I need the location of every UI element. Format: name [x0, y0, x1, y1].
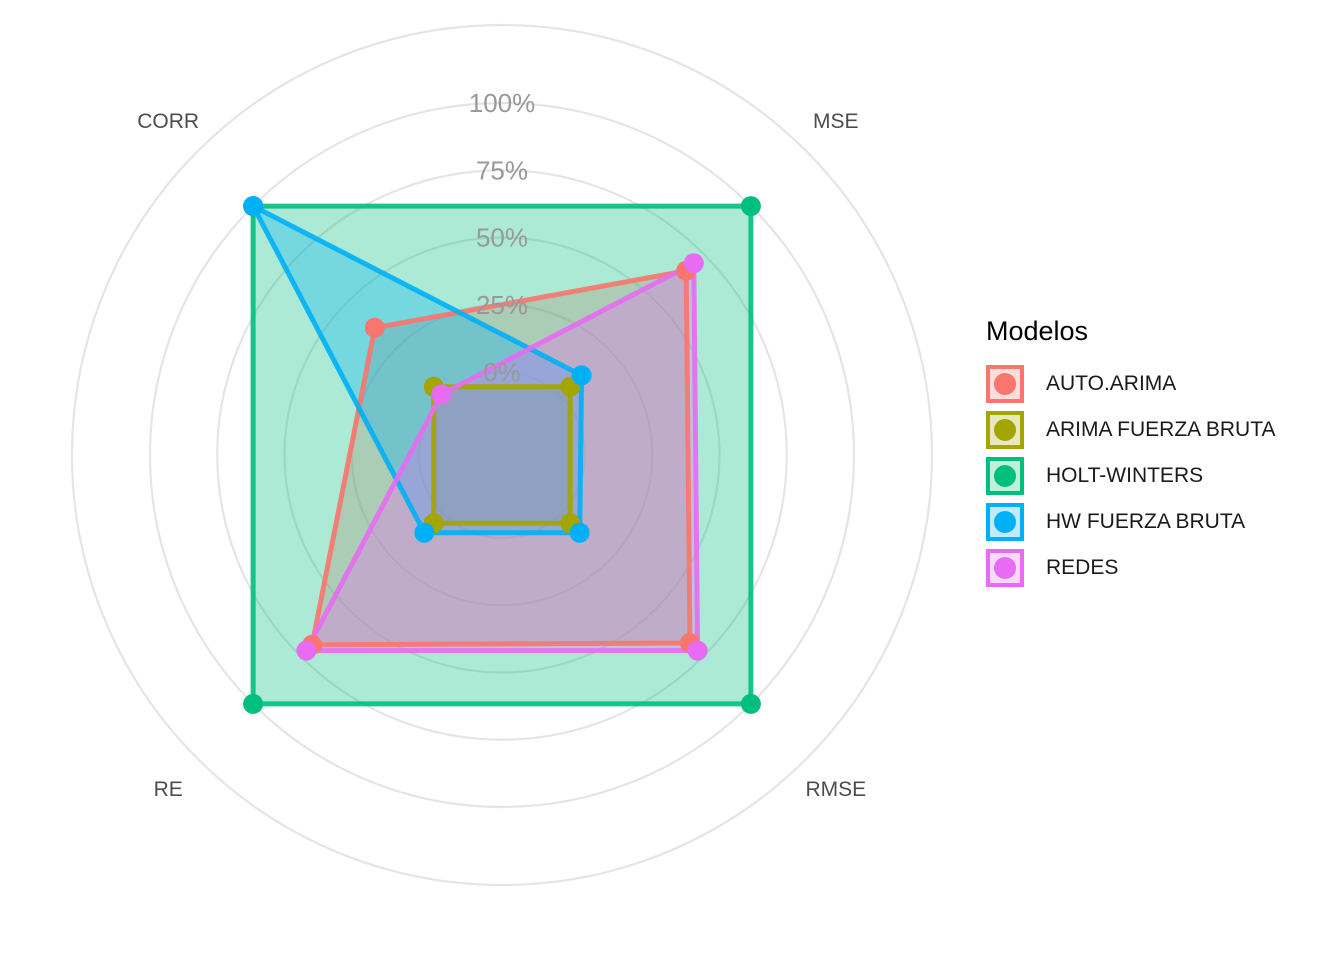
legend-key	[986, 503, 1024, 541]
data-point	[414, 522, 435, 543]
data-point	[571, 365, 592, 386]
legend-dot	[994, 557, 1016, 579]
data-point	[740, 693, 761, 714]
series-area	[433, 386, 571, 524]
legend-label: ARIMA FUERZA BRUTA	[1046, 418, 1276, 441]
data-point	[687, 640, 708, 661]
axis-label: RE	[154, 778, 183, 801]
legend-key	[986, 549, 1024, 587]
radial-tick-labels: 0% 25% 50% 75% 100%	[469, 88, 536, 387]
legend-label: REDES	[1046, 556, 1119, 579]
legend-dot	[994, 465, 1016, 487]
legend-label: HW FUERZA BRUTA	[1046, 510, 1246, 533]
data-point	[243, 693, 264, 714]
data-point	[740, 196, 761, 217]
data-point	[364, 317, 385, 338]
data-point	[431, 384, 452, 405]
legend-item: REDES	[986, 545, 1275, 591]
legend-item: HW FUERZA BRUTA	[986, 499, 1275, 545]
legend-title: Modelos	[986, 316, 1089, 346]
axis-label: CORR	[137, 110, 199, 133]
grid-circle	[148, 101, 856, 809]
legend-key	[986, 411, 1024, 449]
data-point	[243, 196, 264, 217]
legend-label: AUTO.ARIMA	[1046, 372, 1177, 395]
data-point	[296, 640, 317, 661]
data-point	[569, 522, 590, 543]
axis-labels: CORR MSE RMSE RE	[137, 110, 866, 801]
series-area	[312, 270, 690, 645]
grid-circle	[70, 23, 934, 887]
radial-tick-label: 25%	[476, 290, 528, 320]
data-point	[683, 253, 704, 274]
legend-item: ARIMA FUERZA BRUTA	[986, 407, 1275, 453]
grid-circle	[216, 169, 788, 741]
axis-label: MSE	[813, 110, 859, 133]
radial-tick-label: 100%	[469, 88, 536, 118]
legend-item: HOLT-WINTERS	[986, 453, 1275, 499]
axis-label: RMSE	[805, 778, 866, 801]
legend-dot	[994, 373, 1016, 395]
legend-key	[986, 365, 1024, 403]
series-area	[253, 206, 582, 533]
legend-dot	[994, 419, 1016, 441]
radial-tick-label: 0%	[483, 357, 521, 387]
legend-key	[986, 457, 1024, 495]
radial-tick-label: 50%	[476, 223, 528, 253]
legend-dot	[994, 511, 1016, 533]
radial-tick-label: 75%	[476, 155, 528, 185]
legend: Modelos AUTO.ARIMA ARIMA FUERZA BRUTA HOLT…	[986, 316, 1275, 591]
legend-items: AUTO.ARIMA ARIMA FUERZA BRUTA HOLT-WINTERS…	[986, 361, 1275, 591]
series-area	[306, 263, 698, 651]
legend-item: AUTO.ARIMA	[986, 361, 1275, 407]
grid-circle	[283, 236, 721, 674]
grid-circle	[417, 370, 587, 540]
series-layer	[243, 196, 761, 714]
legend-label: HOLT-WINTERS	[1046, 464, 1204, 487]
